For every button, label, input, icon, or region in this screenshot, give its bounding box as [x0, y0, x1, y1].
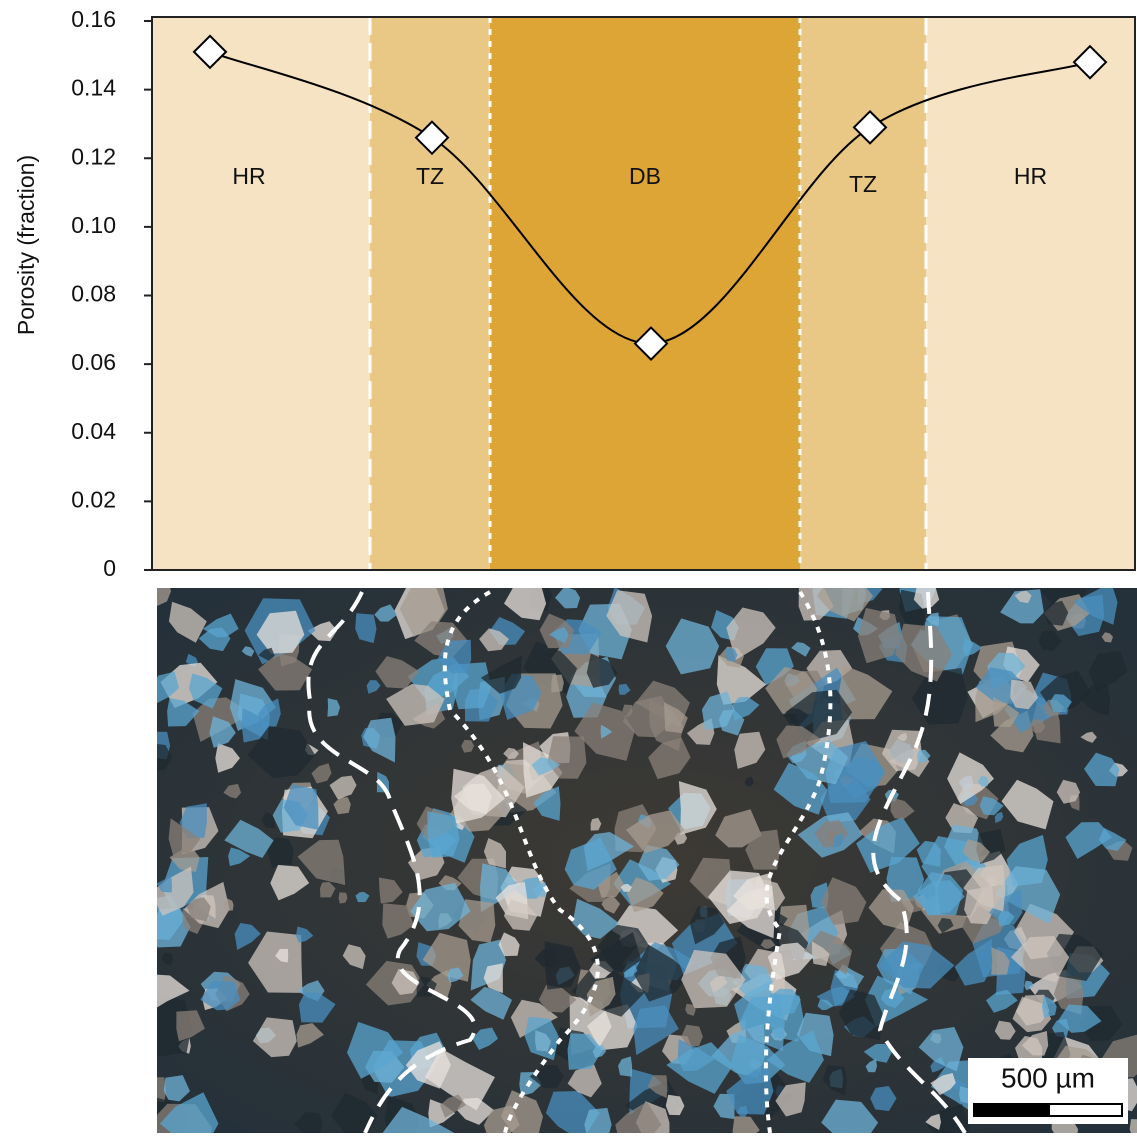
y-tick-label: 0	[103, 555, 116, 581]
scale-bar-fill	[974, 1104, 1050, 1116]
zone-label: HR	[232, 163, 265, 189]
y-tick-label: 0.04	[71, 418, 116, 444]
y-tick-label: 0.08	[71, 281, 116, 307]
grain	[427, 811, 459, 858]
y-axis-label: Porosity (fraction)	[13, 155, 39, 335]
zone-label: TZ	[849, 171, 877, 197]
zone-label: DB	[629, 163, 661, 189]
zone-label: HR	[1014, 163, 1047, 189]
zone	[490, 17, 800, 570]
y-tick-label: 0.14	[71, 75, 116, 101]
zone	[800, 17, 926, 570]
scale-bar-label: 500 µm	[1001, 1062, 1095, 1093]
plot: HR TZ DB TZ HR 0 0.02 0.04 0.06 0.08 0.10 0.12 0.14 0…	[71, 6, 1135, 581]
zone	[370, 17, 490, 570]
y-tick-label: 0.10	[71, 212, 116, 238]
zone	[926, 17, 1135, 570]
photomicrograph	[133, 556, 1137, 1133]
y-tick-label: 0.16	[71, 6, 116, 32]
grain	[147, 1077, 166, 1102]
figure: HR TZ DB TZ HR 0 0.02 0.04 0.06 0.08 0.10 0.12 0.14 0…	[0, 0, 1137, 1133]
grain	[1130, 1119, 1137, 1133]
y-tick-label: 0.12	[71, 143, 116, 169]
y-tick-label: 0.02	[71, 486, 116, 512]
y-tick-label: 0.06	[71, 349, 116, 375]
zone	[152, 17, 370, 570]
zone-label: TZ	[416, 163, 444, 189]
